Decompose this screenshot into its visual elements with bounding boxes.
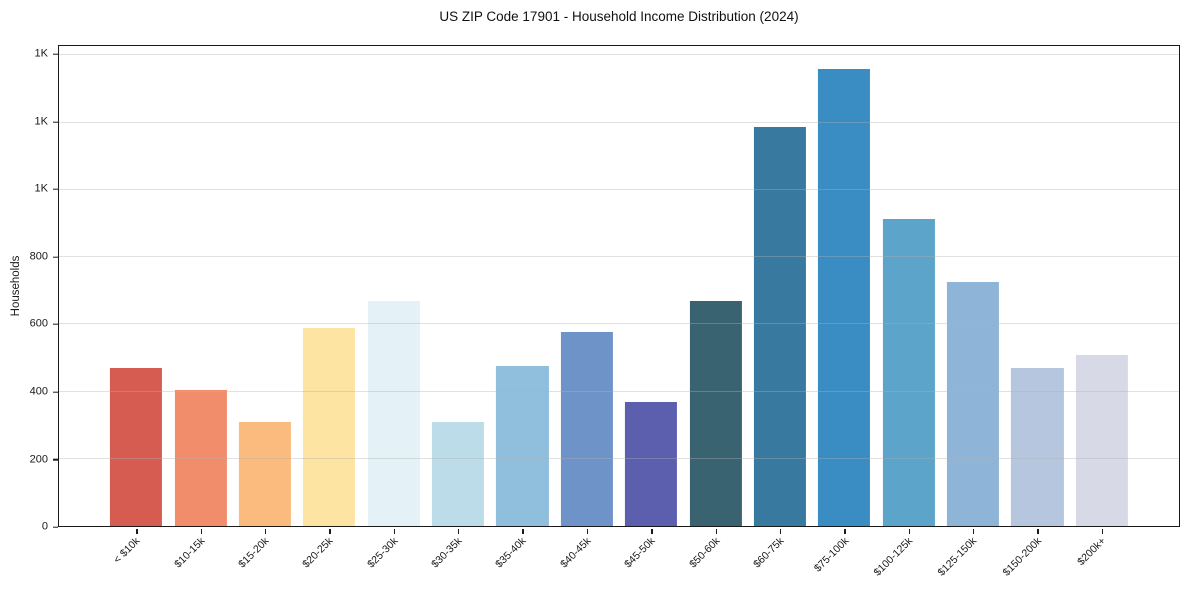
gridline <box>59 54 1179 56</box>
bars-container: < $10k $10-15k $15-20k $20-25k $25-30k $30-35… <box>104 46 1134 579</box>
bar <box>946 281 1000 526</box>
x-tick-mark <box>908 528 911 534</box>
gridline <box>59 323 1179 325</box>
bar <box>560 331 613 526</box>
x-tick-mark <box>779 528 782 534</box>
bar-slot: $200k+ <box>1070 46 1134 568</box>
gridline <box>59 256 1179 258</box>
x-tick-label: $10-15k <box>171 535 208 571</box>
bar-slot: $60-75k <box>748 46 812 570</box>
x-tick-label: $35-40k <box>493 535 529 571</box>
x-tick-label: $30-35k <box>429 535 465 571</box>
x-tick-label: $60-75k <box>751 535 787 571</box>
bar-slot: $10-15k <box>168 46 232 570</box>
bar <box>238 422 292 526</box>
x-tick-mark <box>1101 528 1104 534</box>
y-tick-mark <box>52 121 58 123</box>
bar <box>496 366 549 526</box>
y-tick-mark <box>52 323 58 326</box>
x-tick-mark <box>522 528 524 534</box>
x-tick-mark <box>844 528 846 534</box>
x-tick-mark <box>264 528 267 534</box>
x-tick-mark <box>1037 528 1039 534</box>
bar-slot: $20-25k <box>297 46 361 570</box>
x-tick-label: $40-45k <box>557 535 594 571</box>
bar <box>1075 355 1128 526</box>
y-tick-mark <box>52 256 58 258</box>
y-tick-label: 1K <box>34 182 48 195</box>
y-tick-mark <box>52 188 58 191</box>
bar-slot: $35-40k <box>490 46 554 570</box>
gridline <box>59 188 1179 190</box>
y-tick-label: 1K <box>34 47 48 60</box>
x-tick-label: $100-125k <box>871 535 916 579</box>
bar-slot: $150-200k <box>1000 46 1069 579</box>
bar-slot: $45-50k <box>619 46 683 570</box>
x-tick-label: $200k+ <box>1075 535 1109 569</box>
bar-slot: $100-125k <box>872 46 941 579</box>
x-tick-label: $125-150k <box>935 535 980 579</box>
x-tick-mark <box>586 528 589 534</box>
bar <box>753 126 807 526</box>
x-tick-mark <box>651 528 653 534</box>
bar-slot: < $10k <box>104 46 168 566</box>
y-axis-ticks: 0 200 400 600 800 1K 1K 1K <box>0 45 58 532</box>
x-tick-mark <box>458 528 460 534</box>
x-tick-label: $20-25k <box>300 535 336 571</box>
bar-slot: $125-150k <box>936 46 1005 579</box>
bar <box>367 300 420 526</box>
y-tick-mark <box>52 391 58 393</box>
y-tick-label: 600 <box>29 317 48 330</box>
y-tick-label: 0 <box>41 520 48 533</box>
bar <box>431 422 485 526</box>
gridline <box>59 390 1179 392</box>
x-tick-label: $15-20k <box>236 535 272 571</box>
bar-slot: $40-45k <box>555 46 619 570</box>
bar-slot: $25-30k <box>362 46 426 570</box>
y-tick-label: 1K <box>34 115 48 128</box>
x-tick-label: $150-200k <box>1000 535 1044 579</box>
bar <box>882 219 935 526</box>
bar <box>110 367 163 526</box>
bar <box>174 389 227 526</box>
x-tick-mark <box>329 528 331 534</box>
bar-slot: $15-20k <box>233 46 297 570</box>
y-tick-mark <box>52 458 58 461</box>
x-tick-mark <box>973 528 975 534</box>
x-tick-label: $75-100k <box>811 535 851 575</box>
gridline <box>59 457 1179 459</box>
bar-slot: $75-100k <box>811 46 876 574</box>
x-tick-mark <box>715 528 717 534</box>
x-tick-label: $25-30k <box>364 535 401 571</box>
x-tick-label: $50-60k <box>686 535 723 571</box>
bar <box>689 301 742 526</box>
x-tick-label: $45-50k <box>622 535 658 571</box>
y-tick-mark <box>52 526 58 528</box>
y-tick-label: 200 <box>29 453 48 465</box>
y-tick-label: 400 <box>29 385 48 398</box>
plot-area: < $10k $10-15k $15-20k $20-25k $25-30k $30-35… <box>58 45 1180 579</box>
x-tick-mark <box>200 528 202 534</box>
bar <box>625 401 678 526</box>
bar <box>818 68 871 526</box>
bar <box>303 327 356 526</box>
bar-slot: $50-60k <box>683 46 747 570</box>
x-tick-mark <box>136 528 138 534</box>
gridline <box>59 121 1179 123</box>
chart-title: US ZIP Code 17901 - Household Income Dis… <box>439 9 799 24</box>
x-tick-label: < $10k <box>111 535 143 566</box>
y-tick-mark <box>52 53 58 56</box>
bar-slot: $30-35k <box>426 46 490 570</box>
bar <box>1011 368 1064 526</box>
y-tick-label: 800 <box>29 250 48 263</box>
x-tick-mark <box>393 528 396 534</box>
